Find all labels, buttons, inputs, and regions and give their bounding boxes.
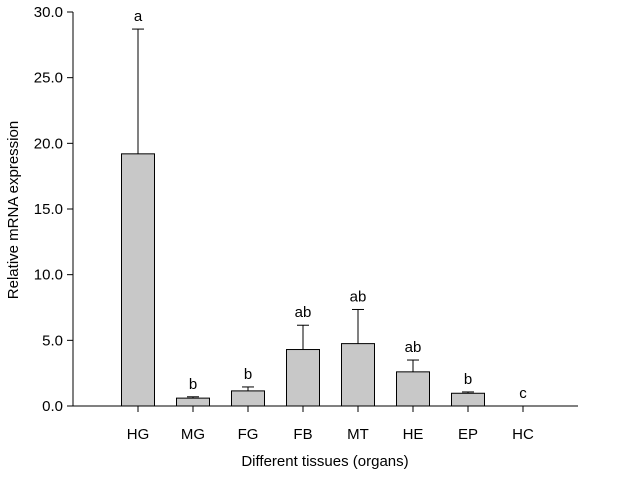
bars [121, 28, 485, 407]
y-tick-label: 20.0 [34, 135, 63, 152]
x-tick-label: FG [238, 426, 259, 443]
significance-letter: b [189, 376, 197, 393]
y-tick-label: 30.0 [34, 4, 63, 21]
significance-letter: c [519, 385, 527, 402]
y-tick-label: 15.0 [34, 201, 63, 218]
x-tick-label: HC [512, 426, 534, 443]
significance-letter: ab [405, 339, 422, 356]
x-axis-label: Different tissues (organs) [241, 453, 408, 470]
bar-FG [231, 390, 265, 407]
x-tick-label: MT [347, 426, 369, 443]
y-axis-label: Relative mRNA expression [5, 121, 22, 299]
y-tick-label: 25.0 [34, 70, 63, 87]
bar-FB [286, 349, 320, 407]
x-tick-label: HG [127, 426, 150, 443]
significance-letter: a [134, 8, 143, 25]
significance-letter: ab [350, 288, 367, 305]
significance-letter: ab [295, 304, 312, 321]
bar-HE [396, 371, 430, 407]
y-tick-label: 0.0 [42, 398, 63, 415]
significance-letter: b [464, 371, 472, 388]
y-tick-label: 5.0 [42, 332, 63, 349]
x-tick-label: MG [181, 426, 205, 443]
x-tick-label: HE [403, 426, 424, 443]
axes [67, 11, 578, 412]
bar-EP [451, 392, 485, 407]
tick-labels: 0.0 5.0 10.0 15.0 20.0 25.0 30.0 HG a MG b FG b FB ab M… [34, 4, 534, 443]
x-tick-label: EP [458, 426, 478, 443]
bar-HG [121, 153, 155, 407]
x-tick-label: FB [293, 426, 312, 443]
significance-letter: b [244, 366, 252, 383]
bar-MG [176, 397, 210, 407]
bar-MT [341, 343, 375, 407]
y-tick-label: 10.0 [34, 267, 63, 284]
